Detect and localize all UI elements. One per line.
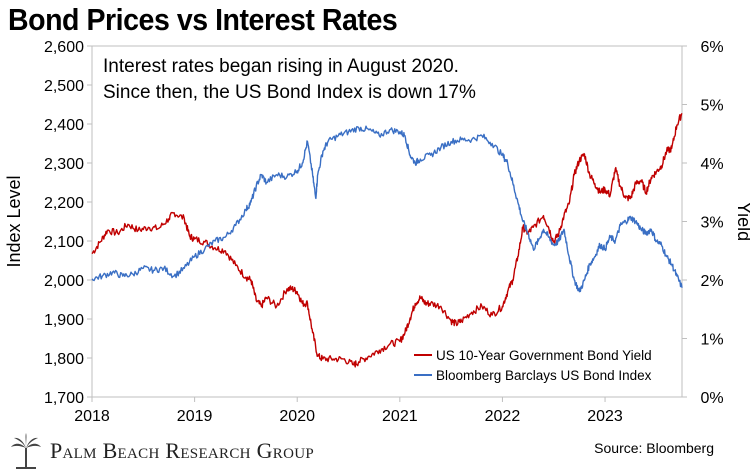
right-tick-label: 1% [700, 332, 723, 349]
x-tick-label: 2021 [382, 408, 418, 425]
left-tick-label: 2,600 [44, 39, 84, 56]
series-line-bond-index [91, 125, 683, 293]
right-tick-label: 3% [700, 215, 723, 232]
left-tick-label: 2,000 [44, 273, 84, 290]
chart-title: Bond Prices vs Interest Rates [8, 2, 398, 37]
left-tick-label: 2,300 [44, 156, 84, 173]
x-axis: 2018 2019 2020 2021 2022 2023 [74, 397, 623, 425]
palm-tree-logo-icon [11, 433, 41, 469]
legend: US 10-Year Government Bond Yield Bloomber… [414, 348, 652, 383]
source-note: Source: Bloomberg [594, 440, 714, 456]
y-axis-label-right: Yield [734, 202, 750, 241]
left-tick-label: 1,900 [44, 312, 84, 329]
series-line-yield [91, 112, 683, 368]
series-layer [91, 112, 683, 368]
left-tick-label: 1,700 [44, 390, 84, 407]
right-axis: 0% 1% 2% 3% 4% 5% 6% [682, 39, 724, 407]
annotation-line-2: Since then, the US Bond Index is down 17… [103, 82, 476, 103]
right-tick-label: 2% [700, 273, 723, 290]
left-tick-label: 2,200 [44, 195, 84, 212]
x-tick-label: 2022 [485, 408, 521, 425]
x-tick-label: 2019 [177, 408, 213, 425]
left-axis: 1,700 1,800 1,900 2,000 2,100 2,200 2,300 2,400… [44, 39, 92, 407]
left-tick-label: 2,100 [44, 234, 84, 251]
x-tick-label: 2020 [279, 408, 315, 425]
left-tick-label: 2,500 [44, 78, 84, 95]
right-tick-label: 5% [700, 98, 723, 115]
left-tick-label: 1,800 [44, 351, 84, 368]
x-tick-label: 2023 [587, 408, 623, 425]
right-tick-label: 0% [700, 390, 723, 407]
y-axis-label-left: Index Level [4, 175, 24, 267]
brand-text: Palm Beach Research Group [50, 438, 314, 463]
x-tick-label: 2018 [74, 408, 110, 425]
brand-name: Palm Beach Research Group [50, 438, 314, 464]
left-tick-label: 2,400 [44, 117, 84, 134]
right-tick-label: 6% [700, 39, 723, 56]
legend-label: Bloomberg Barclays US Bond Index [436, 368, 652, 383]
legend-label: US 10-Year Government Bond Yield [436, 348, 652, 363]
right-tick-label: 4% [700, 156, 723, 173]
annotation-line-1: Interest rates began rising in August 20… [103, 56, 459, 77]
